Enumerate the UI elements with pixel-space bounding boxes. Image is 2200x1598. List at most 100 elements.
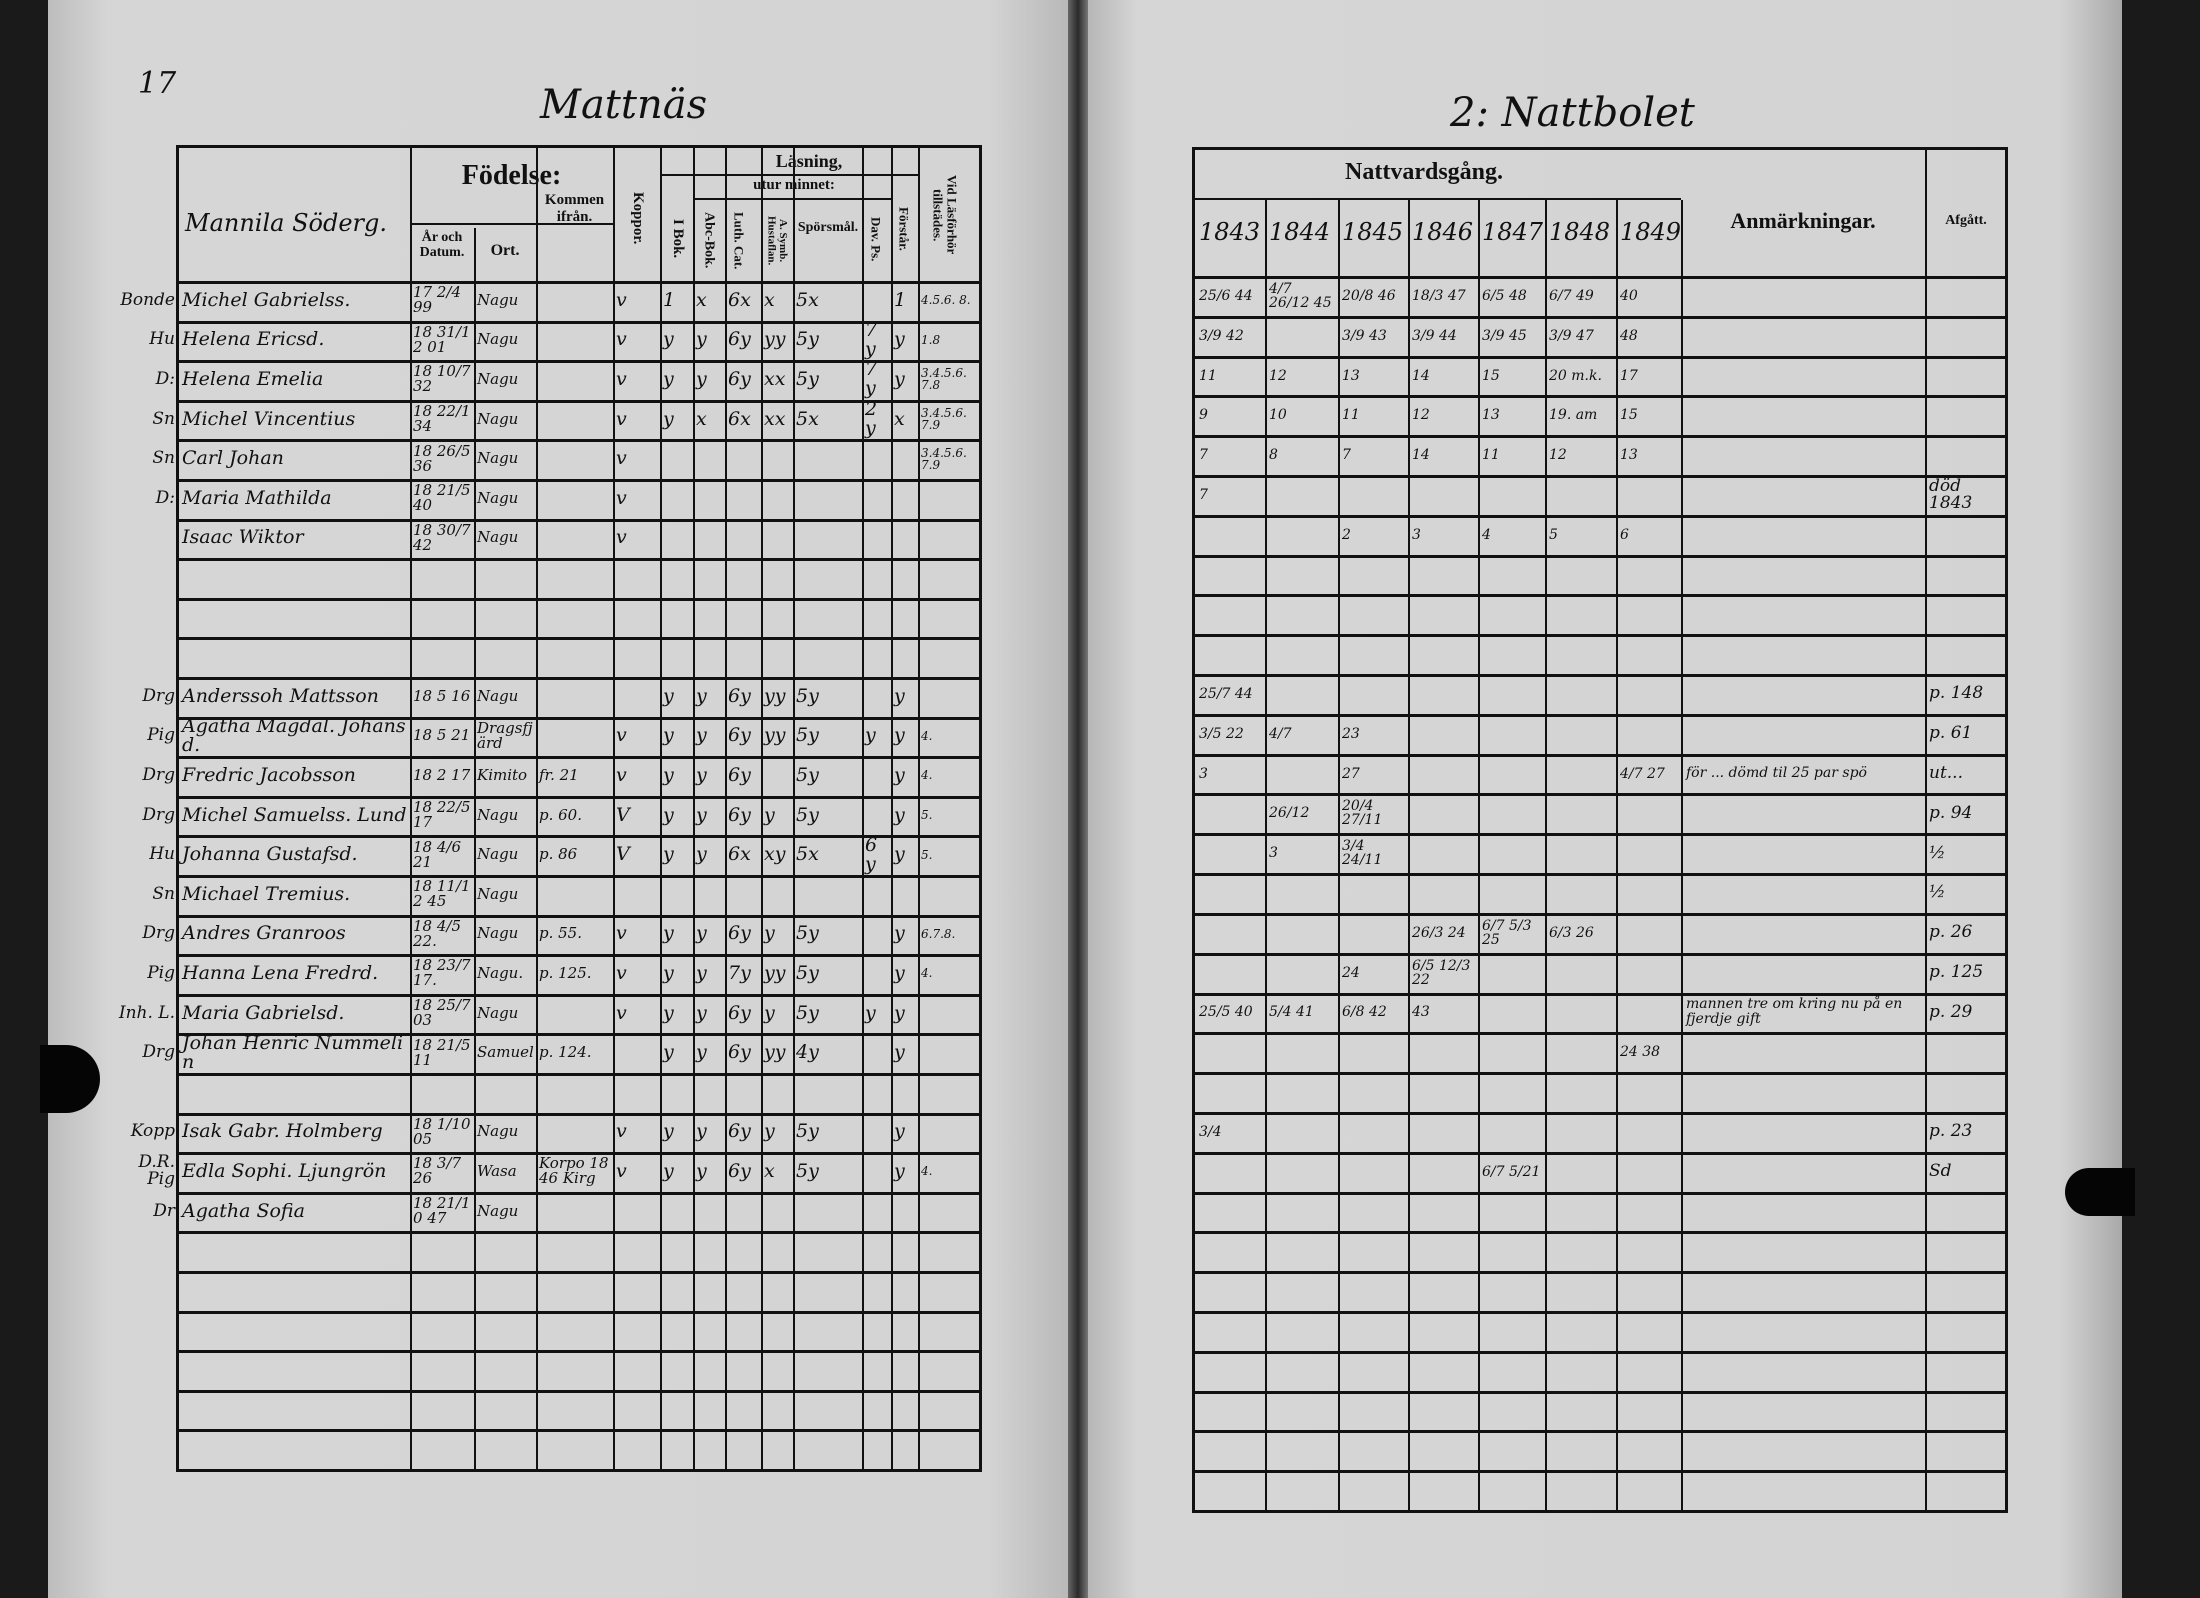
cell-communion-1849: 13	[1620, 447, 1638, 464]
cell-communion-1845: 20/4 27/11	[1342, 798, 1383, 829]
cell-symb: y	[764, 803, 775, 826]
row-rule	[179, 1469, 979, 1472]
column-rule	[410, 148, 412, 1469]
cell-communion-1847: 3/9 45	[1482, 327, 1527, 344]
cell-name: Hanna Lena Fredrd.	[182, 961, 379, 984]
row-rule	[1195, 1470, 2005, 1474]
row-rule	[179, 518, 979, 522]
cell-communion-1848	[1549, 676, 1613, 712]
cell-communion-1844	[1269, 1114, 1335, 1150]
cell-remarks	[1686, 955, 1921, 991]
cell-ibok: y	[663, 684, 674, 707]
cell-from	[539, 1193, 611, 1230]
margin-role	[109, 520, 175, 557]
cell-communion-1844	[1269, 676, 1335, 712]
cell-luth	[728, 520, 759, 557]
cell-communion-1848	[1549, 955, 1613, 991]
cell-remarks	[1686, 875, 1921, 911]
cell-forst: x	[894, 407, 905, 430]
table-row: 3/9 42 3/9 43 3/9 44 3/9 45 3/9 47 48	[1195, 316, 2005, 356]
margin-role: Sn	[152, 883, 175, 904]
cell-name: Maria Mathilda	[182, 486, 332, 509]
cell-dav	[865, 1114, 889, 1151]
cell-abc: y	[696, 328, 707, 351]
cell-forhor	[921, 876, 977, 913]
cell-born: 18 4/5 22.	[413, 916, 461, 950]
cell-communion-1843: 3/9 42	[1199, 327, 1244, 344]
table-row: 25/6 44 4/7 26/12 45 20/8 46 18/3 47 6/5 48 6…	[1195, 276, 2005, 316]
thumb-shadow	[40, 1045, 100, 1113]
cell-communion-1848: 5	[1549, 526, 1558, 543]
row-rule	[1195, 992, 2005, 996]
row-rule	[1195, 395, 2005, 399]
cell-ort: Nagu	[477, 884, 519, 903]
header-luth-cat: Luth. Cat.	[731, 211, 747, 270]
cell-communion-1844: 8	[1269, 447, 1278, 464]
header-forstar: Förstår.	[896, 207, 912, 251]
header-a-symb: A. Symb. Hustaflan.	[765, 215, 790, 266]
cell-dav	[865, 440, 889, 477]
cell-symb: y	[764, 1120, 775, 1143]
cell-communion-1843	[1199, 955, 1262, 991]
header-nattvardsgang: Nattvardsgång.	[1345, 159, 1504, 185]
cell-afgatt: död 1843	[1929, 475, 1973, 513]
cell-communion-1845: 7	[1342, 447, 1351, 464]
cell-luth: 6y	[728, 1001, 751, 1024]
column-rule	[1338, 200, 1340, 1510]
column-rule	[793, 148, 795, 1469]
cell-born: 18 31/12 01	[413, 322, 471, 356]
cell-spor: 5y	[796, 763, 819, 786]
row-rule	[1195, 1310, 2005, 1314]
cell-abc: y	[696, 1159, 707, 1182]
cell-communion-1845	[1342, 676, 1405, 712]
cell-spor	[796, 480, 860, 517]
cell-abc: y	[696, 1120, 707, 1143]
cell-dav	[865, 1034, 889, 1071]
cell-spor: 5y	[796, 803, 819, 826]
header-afgatt: Afgått.	[1945, 213, 1987, 228]
cell-dav	[865, 916, 889, 953]
cell-from	[539, 520, 611, 557]
cell-ort: Nagu	[477, 1201, 519, 1220]
cell-dav	[865, 797, 889, 834]
margin-role: D:	[155, 487, 175, 508]
cell-koppor: v	[616, 486, 627, 509]
cell-forhor: 1.8	[921, 332, 941, 347]
cell-afgatt: ½	[1929, 882, 1946, 903]
row-rule	[179, 875, 979, 878]
header-dav-ps: Dav. Ps.	[868, 216, 884, 262]
table-row: Carl Johan 18 26/5 36 Nagu v 3.4.5.6. 7.9	[179, 439, 979, 479]
table-row: 3/5 22 4/7 23 p. 61	[1195, 714, 2005, 754]
cell-abc	[696, 876, 723, 913]
cell-forhor: 4.	[921, 768, 933, 783]
cell-communion-1847: 11	[1482, 447, 1500, 464]
cell-communion-1848	[1549, 477, 1613, 513]
table-row: 2 3 4 5 6	[1195, 515, 2005, 555]
cell-spor: 5x	[796, 843, 819, 866]
column-rule	[1408, 200, 1410, 1510]
cell-born: 18 21/5 11	[413, 1035, 471, 1069]
cell-born: 18 11/12 45	[413, 877, 471, 911]
row-rule	[179, 360, 979, 364]
cell-communion-1845: 2	[1342, 526, 1351, 543]
column-rule	[1616, 200, 1618, 1510]
cell-communion-1848: 6/7 49	[1549, 287, 1594, 304]
cell-dav: 7 y	[865, 358, 878, 400]
table-row: 7 död 1843	[1195, 475, 2005, 515]
table-row: 7 8 7 14 11 12 13	[1195, 435, 2005, 475]
row-rule	[1195, 355, 2005, 359]
row-rule	[179, 1033, 979, 1037]
cell-ibok	[663, 520, 691, 557]
row-rule	[179, 1310, 979, 1314]
cell-communion-1846: 14	[1412, 367, 1430, 384]
header-i-bok: I Bok.	[669, 219, 686, 259]
cell-ibok: y	[663, 1041, 674, 1064]
cell-abc: y	[696, 1041, 707, 1064]
row-rule	[1195, 475, 2005, 479]
table-row: Edla Sophi. Ljungrön 18 3/7 26 Wasa Korpo 1…	[179, 1152, 979, 1192]
cell-forst: y	[894, 803, 905, 826]
cell-communion-1843	[1199, 875, 1262, 911]
cell-communion-1849	[1620, 835, 1678, 871]
cell-koppor	[616, 1193, 658, 1230]
cell-name: Johan Henric Nummelin	[182, 1031, 404, 1073]
